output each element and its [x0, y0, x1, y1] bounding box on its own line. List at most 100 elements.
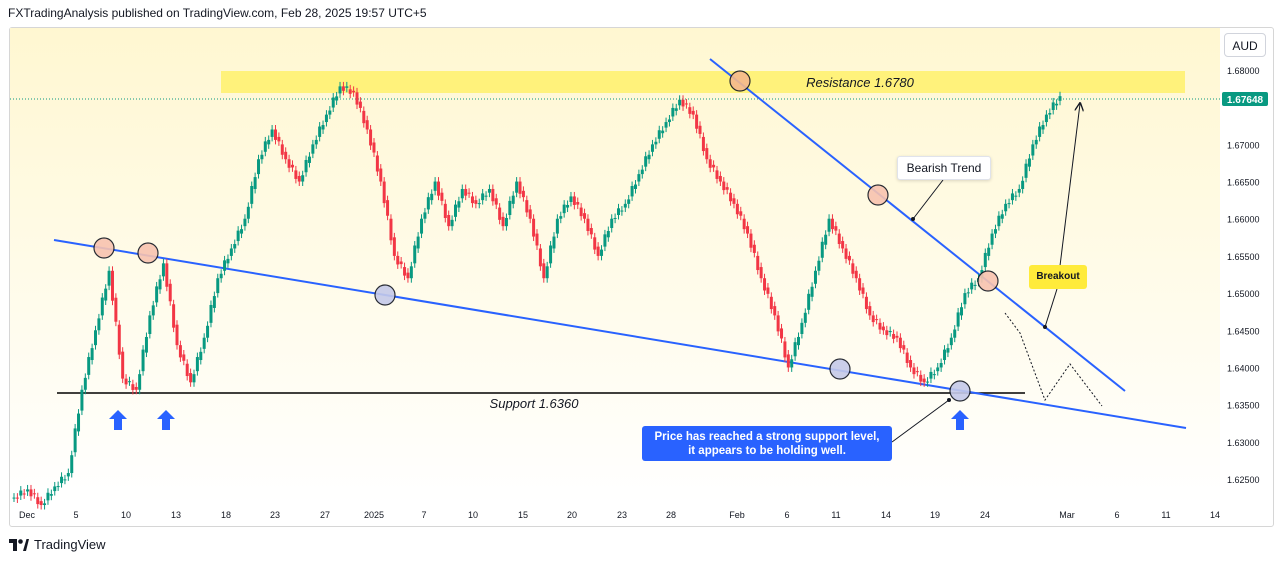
- candle-body: [470, 196, 474, 204]
- candle-body: [678, 99, 682, 106]
- candle-body: [661, 130, 665, 134]
- candle-body: [983, 252, 987, 268]
- candle-body: [868, 306, 872, 316]
- candle-body: [484, 195, 488, 197]
- candle-body: [90, 348, 94, 361]
- candle-body: [107, 270, 111, 286]
- candle-body: [712, 164, 716, 168]
- candle-body: [1038, 126, 1042, 137]
- swing-high-marker: [93, 237, 115, 259]
- candle-body: [206, 325, 210, 338]
- candle-body: [257, 159, 261, 175]
- candle-body: [369, 129, 373, 146]
- candle-body: [345, 86, 349, 88]
- candle-body: [195, 357, 199, 372]
- currency-button[interactable]: AUD: [1224, 33, 1266, 57]
- candle-body: [813, 270, 817, 284]
- candle-body: [141, 349, 145, 372]
- candle-body: [854, 270, 858, 279]
- candle-body: [644, 156, 648, 167]
- time-tick-label: Mar: [1059, 510, 1075, 520]
- candle-body: [66, 473, 70, 477]
- candles: [12, 81, 1062, 510]
- footer: TradingView: [9, 537, 106, 552]
- price-axis[interactable]: 1.62500 1.63000 1.63500 1.64000 1.64500 1.650…: [1227, 66, 1260, 485]
- candle-body: [766, 287, 770, 294]
- candle-body: [121, 351, 125, 379]
- candle-body: [949, 337, 953, 346]
- candle-body: [824, 234, 828, 245]
- candle-body: [202, 337, 206, 349]
- candle-body: [148, 315, 152, 334]
- candle-body: [674, 108, 678, 111]
- price-tick-label: 1.63500: [1227, 401, 1260, 411]
- candle-body: [440, 192, 444, 201]
- candle-body: [138, 374, 142, 390]
- candle-body: [769, 296, 773, 310]
- time-tick-label: 10: [468, 510, 478, 520]
- candle-body: [396, 255, 400, 265]
- candle-body: [793, 342, 797, 357]
- candle-body: [871, 315, 875, 323]
- time-axis[interactable]: Dec 5 10 13 18 23 27 2025 7 10 15 20 23 28 Feb 6 11 14 19 2…: [19, 510, 1220, 520]
- breakout-label: Breakout: [1029, 265, 1087, 289]
- price-tick-label: 1.65500: [1227, 252, 1260, 262]
- support-label: Support 1.6360: [490, 396, 580, 411]
- candle-body: [22, 493, 26, 495]
- candle-body: [437, 181, 441, 196]
- candle-body: [613, 217, 617, 219]
- candle-body: [321, 125, 325, 130]
- candle-body: [620, 210, 624, 212]
- candle-body: [963, 293, 967, 305]
- candle-body: [161, 263, 165, 277]
- candle-body: [633, 184, 637, 189]
- candle-body: [688, 107, 692, 114]
- candle-body: [338, 86, 342, 94]
- swing-high-marker: [977, 270, 999, 292]
- candle-body: [1007, 203, 1011, 205]
- time-tick-label: 19: [930, 510, 940, 520]
- candle-body: [549, 245, 553, 264]
- candle-body: [233, 244, 237, 249]
- candle-body: [864, 296, 868, 310]
- candle-body: [742, 218, 746, 230]
- bearish-connector-dot: [911, 217, 915, 221]
- candle-body: [379, 168, 383, 182]
- candle-body: [420, 218, 424, 234]
- candle-body: [915, 371, 919, 373]
- support-callout: Price has reached a strong support level…: [642, 426, 892, 461]
- candle-body: [844, 248, 848, 259]
- time-tick-label: 24: [980, 510, 990, 520]
- candle-body: [457, 201, 461, 208]
- candle-body: [528, 209, 532, 219]
- candle-body: [657, 130, 661, 139]
- breakout-connector: [1044, 288, 1058, 328]
- candle-body: [1010, 193, 1014, 201]
- candle-body: [29, 489, 33, 497]
- price-tick-label: 1.66000: [1227, 215, 1260, 225]
- candle-body: [32, 493, 36, 495]
- candle-body: [1017, 188, 1021, 193]
- candle-body: [450, 219, 454, 227]
- bearish-trend-label: Bearish Trend: [897, 156, 991, 180]
- candle-body: [26, 489, 30, 492]
- candle-body: [786, 354, 790, 368]
- candle-body: [297, 175, 301, 182]
- time-tick-label: 23: [270, 510, 280, 520]
- candle-body: [236, 230, 240, 242]
- candle-body: [780, 328, 784, 339]
- candle-body: [474, 200, 478, 204]
- candle-body: [637, 174, 641, 182]
- candle-body: [623, 203, 627, 208]
- swing-low-marker: [829, 358, 851, 380]
- candle-body: [134, 386, 138, 390]
- time-tick-label: 15: [518, 510, 528, 520]
- candle-body: [498, 207, 502, 220]
- candle-body: [1058, 96, 1062, 101]
- time-tick-label: 28: [666, 510, 676, 520]
- candle-body: [386, 200, 390, 216]
- candle-body: [94, 330, 98, 346]
- price-tick-label: 1.64500: [1227, 326, 1260, 336]
- candle-body: [87, 357, 91, 375]
